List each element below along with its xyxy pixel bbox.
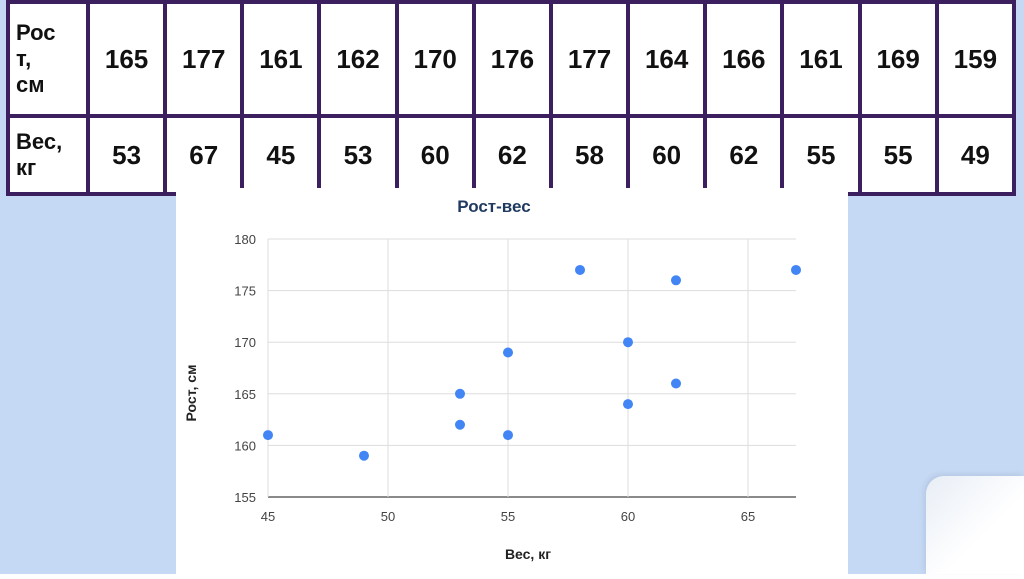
x-axis-label: Вес, кг (505, 546, 551, 562)
data-point-layer (263, 264, 801, 461)
weight-cell: 55 (780, 114, 862, 196)
weight-cell: 58 (548, 114, 631, 196)
y-tick-label: 165 (234, 387, 256, 402)
y-tick-label: 155 (234, 490, 256, 505)
chart-card: Рост-вес 155 160 165 170 175 180 45 50 55 60 65 Ве… (176, 188, 848, 574)
weight-cell: 60 (626, 114, 708, 196)
height-cell: 176 (471, 0, 553, 119)
row-label-weight-text: Вес, кг (16, 129, 63, 181)
y-tick-label: 180 (234, 232, 256, 247)
weight-cell: 53 (317, 114, 399, 196)
data-point (623, 337, 633, 348)
weight-cell: 53 (85, 114, 168, 196)
height-cell: 161 (780, 0, 862, 119)
height-cell: 162 (317, 0, 399, 119)
height-cell: 165 (85, 0, 168, 119)
x-tick-label: 60 (621, 509, 635, 524)
row-label-weight: Вес, кг (6, 114, 90, 196)
height-weight-table: Рос т, см 165 177 161 162 170 176 177 164 166 161… (6, 0, 1017, 196)
height-cell: 169 (857, 0, 939, 119)
table-row-height: Рос т, см 165 177 161 162 170 176 177 164 166 161… (6, 0, 1017, 119)
data-point (503, 430, 513, 441)
height-cell: 177 (548, 0, 631, 119)
y-tick-label: 175 (234, 284, 256, 299)
data-point (263, 430, 273, 441)
weight-cell: 62 (471, 114, 553, 196)
scatter-chart: Рост-вес 155 160 165 170 175 180 45 50 55 60 65 Ве… (183, 197, 801, 562)
height-cell: 166 (703, 0, 785, 119)
height-cell: 164 (626, 0, 708, 119)
y-axis-label: Рост, см (183, 365, 199, 422)
data-point (671, 275, 681, 286)
y-tick-label: 160 (234, 438, 256, 453)
height-cell: 177 (163, 0, 245, 119)
height-cell: 159 (934, 0, 1017, 119)
height-cell: 170 (394, 0, 476, 119)
page-curl-decoration (926, 476, 1024, 574)
y-tick-label: 170 (234, 335, 256, 350)
data-point (359, 450, 369, 461)
data-table-container: Рос т, см 165 177 161 162 170 176 177 164 166 161… (6, 0, 1017, 196)
weight-cell: 55 (857, 114, 939, 196)
data-point (503, 347, 513, 358)
data-point (455, 388, 465, 399)
height-cell: 161 (240, 0, 322, 119)
weight-cell: 49 (934, 114, 1017, 196)
row-label-height-text: Рос т, см (16, 20, 56, 98)
data-point (671, 378, 681, 389)
table-row-weight: Вес, кг 53 67 45 53 60 62 58 60 62 55 55 49 (6, 114, 1017, 196)
weight-cell: 62 (703, 114, 785, 196)
data-point (791, 264, 801, 275)
x-tick-label: 50 (381, 509, 395, 524)
data-point (623, 399, 633, 410)
x-tick-label: 45 (261, 509, 275, 524)
row-label-height: Рос т, см (6, 0, 90, 119)
data-point (575, 264, 585, 275)
tick-label-layer: 155 160 165 170 175 180 45 50 55 60 65 (234, 232, 755, 524)
data-point (455, 419, 465, 430)
x-tick-label: 65 (741, 509, 755, 524)
grid-layer (267, 238, 796, 498)
weight-cell: 67 (163, 114, 245, 196)
weight-cell: 60 (394, 114, 476, 196)
weight-cell: 45 (240, 114, 322, 196)
chart-title: Рост-вес (457, 197, 530, 216)
x-tick-label: 55 (501, 509, 515, 524)
